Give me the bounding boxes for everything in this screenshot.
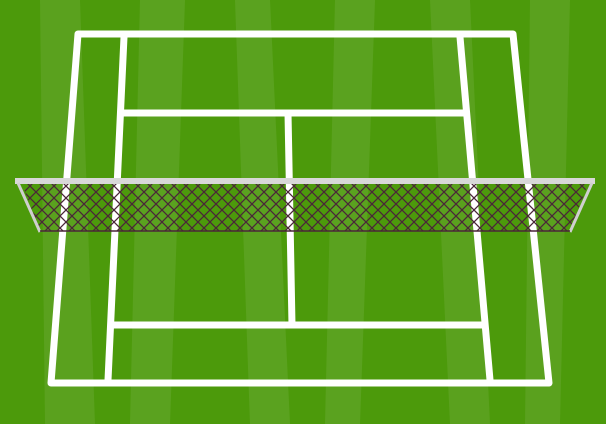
net <box>15 178 595 233</box>
net-mesh <box>22 184 588 231</box>
net-post-left <box>16 182 42 233</box>
net-post-right <box>568 182 594 233</box>
doubles-boundary <box>47 30 553 387</box>
